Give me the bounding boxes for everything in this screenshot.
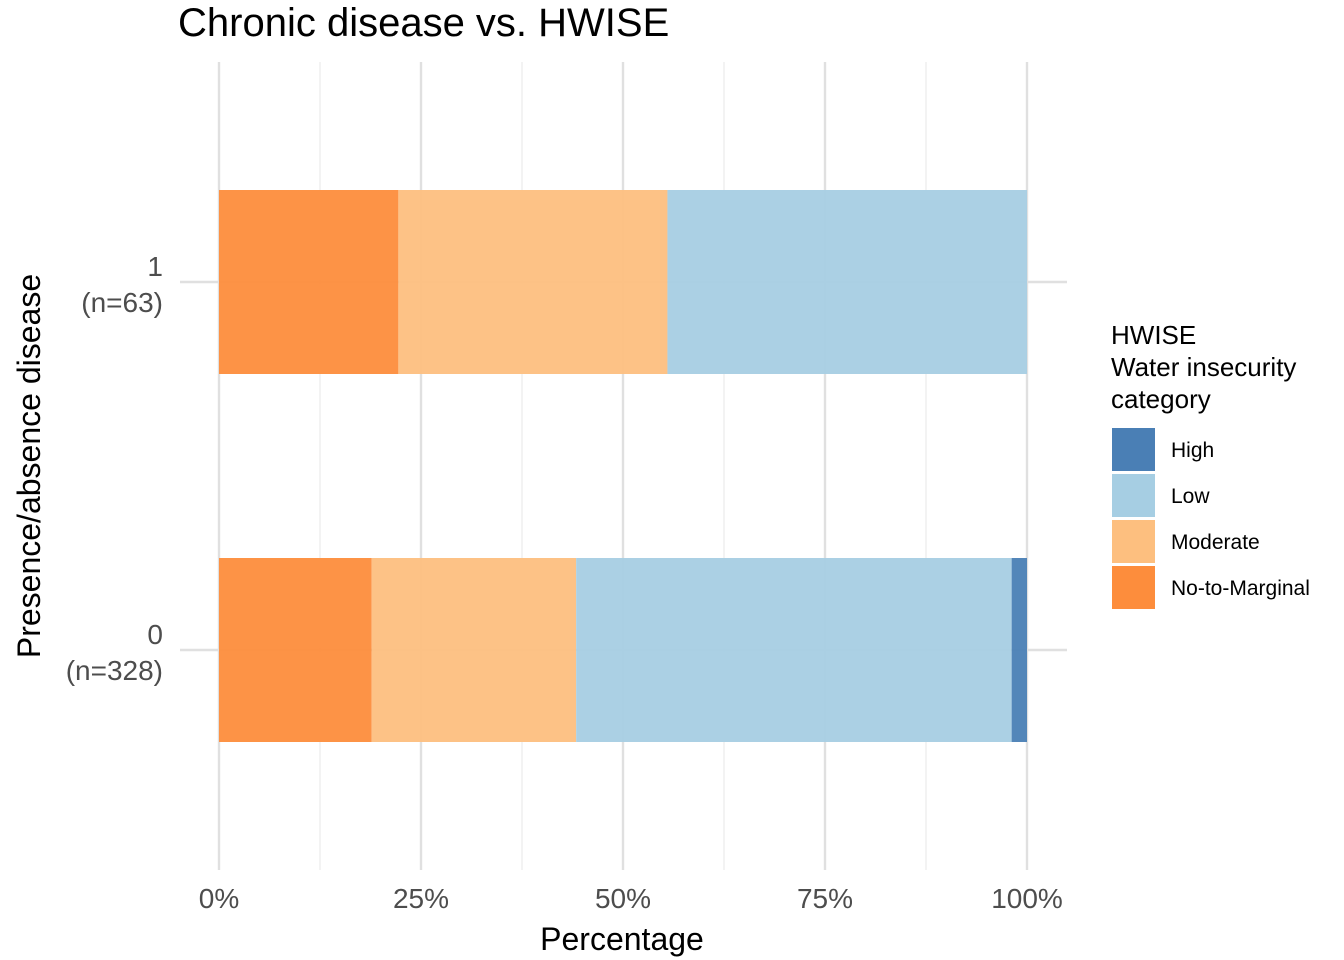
bar-segment-no-to-marginal-0 [219,558,372,742]
legend-label: Moderate [1171,531,1260,554]
x-tick-label: 25% [393,883,449,914]
y-tick-label: 1 [147,251,163,282]
bar-segment-no-to-marginal-1 [219,190,399,374]
legend-key-low [1112,474,1155,517]
x-tick-label: 50% [595,883,651,914]
bar-segment-low-0 [576,558,1012,742]
x-tick-label: 0% [199,883,239,914]
legend-key-no-to-marginal [1112,566,1155,609]
legend-title-line: HWISE [1111,320,1196,350]
x-axis-title: Percentage [540,921,704,957]
legend-label: No-to-Marginal [1171,577,1310,600]
legend-label: Low [1171,485,1210,508]
y-axis-title: Presence/absence disease [11,274,47,658]
x-tick-label: 75% [797,883,853,914]
y-tick-count-label: (n=328) [66,655,163,686]
grid [180,62,1067,870]
legend-label: High [1171,439,1214,462]
bar-segment-moderate-0 [371,558,577,742]
legend-title-line: Water insecurity [1111,352,1296,382]
y-tick-label: 0 [147,619,163,650]
bar-segment-high-0 [1011,558,1027,742]
bar-segment-low-1 [667,190,1027,374]
y-tick-count-label: (n=63) [81,287,163,318]
tick-labels: 0% 25% 50% 75% 100% 1 (n=63) 0 (n=328) [66,251,1063,914]
legend-key-high [1112,428,1155,471]
chart-title: Chronic disease vs. HWISE [178,1,669,45]
legend-key-moderate [1112,520,1155,563]
bars [219,190,1027,742]
x-tick-label: 100% [991,883,1063,914]
legend-title-line: category [1111,384,1211,414]
bar-segment-moderate-1 [398,190,668,374]
